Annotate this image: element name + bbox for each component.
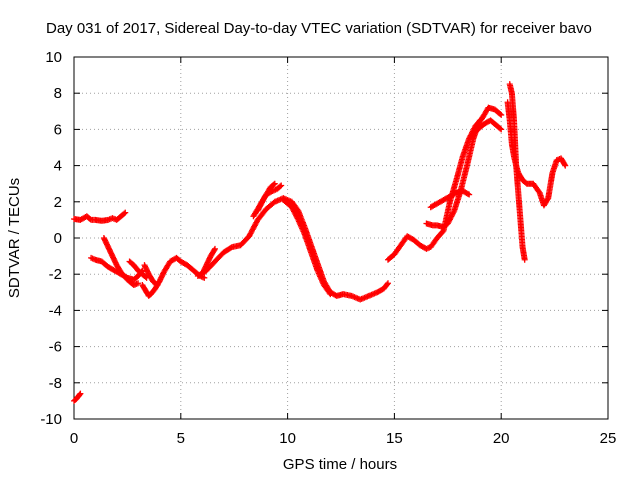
data-point-marker — [384, 281, 391, 288]
y-tick-label: -2 — [49, 266, 62, 283]
data-points — [71, 81, 569, 404]
y-axis-label: SDTVAR / TECUs — [6, 178, 23, 298]
data-point-marker — [326, 289, 333, 296]
data-point-marker — [277, 183, 284, 190]
data-point-marker — [201, 274, 208, 281]
data-point-marker — [498, 126, 505, 133]
data-point-marker — [544, 196, 551, 203]
data-point-marker — [270, 181, 277, 188]
y-tick-label: 2 — [54, 194, 62, 211]
data-point-marker — [497, 125, 504, 132]
data-point-marker — [384, 280, 391, 287]
y-tick-label: 10 — [45, 49, 62, 66]
data-point-marker — [76, 391, 83, 398]
data-point-marker — [521, 256, 528, 263]
data-point-marker — [327, 291, 334, 298]
data-point-marker — [121, 210, 128, 217]
data-point-marker — [562, 162, 569, 169]
x-axis-label: GPS time / hours — [283, 456, 397, 473]
x-tick-label: 20 — [493, 430, 510, 447]
data-point-marker — [476, 117, 483, 124]
data-point-marker — [278, 182, 285, 189]
data-point-marker — [464, 190, 471, 197]
x-tick-label: 10 — [279, 430, 296, 447]
grid-lines — [74, 57, 608, 419]
y-tick-label: 6 — [54, 121, 62, 138]
y-tick-label: 0 — [54, 230, 62, 247]
data-point-marker — [211, 245, 218, 252]
data-point-marker — [135, 280, 142, 287]
x-tick-label: 15 — [386, 430, 403, 447]
axis-ticks: 0 5 10 15 20 25 -10 -8 -6 -4 -2 0 2 4 6 8 10 — [40, 49, 616, 447]
data-point-marker — [271, 180, 278, 187]
data-point-marker — [154, 282, 161, 289]
data-point-marker — [153, 281, 160, 288]
data-point-marker — [561, 161, 568, 168]
y-tick-label: -4 — [49, 302, 62, 319]
x-tick-label: 0 — [70, 430, 78, 447]
y-tick-label: -10 — [40, 411, 62, 428]
y-tick-label: -6 — [49, 339, 62, 356]
data-point-marker — [498, 111, 505, 118]
data-point-marker — [466, 191, 473, 198]
x-tick-label: 25 — [600, 430, 617, 447]
chart-title: Day 031 of 2017, Sidereal Day-to-day VTE… — [46, 20, 592, 37]
data-point-marker — [77, 390, 84, 397]
data-point-marker — [497, 111, 504, 118]
data-point-marker — [122, 209, 129, 216]
y-tick-label: 8 — [54, 85, 62, 102]
y-tick-label: 4 — [54, 158, 62, 175]
x-tick-label: 5 — [177, 430, 185, 447]
data-point-marker — [211, 247, 218, 254]
y-tick-label: -8 — [49, 375, 62, 392]
